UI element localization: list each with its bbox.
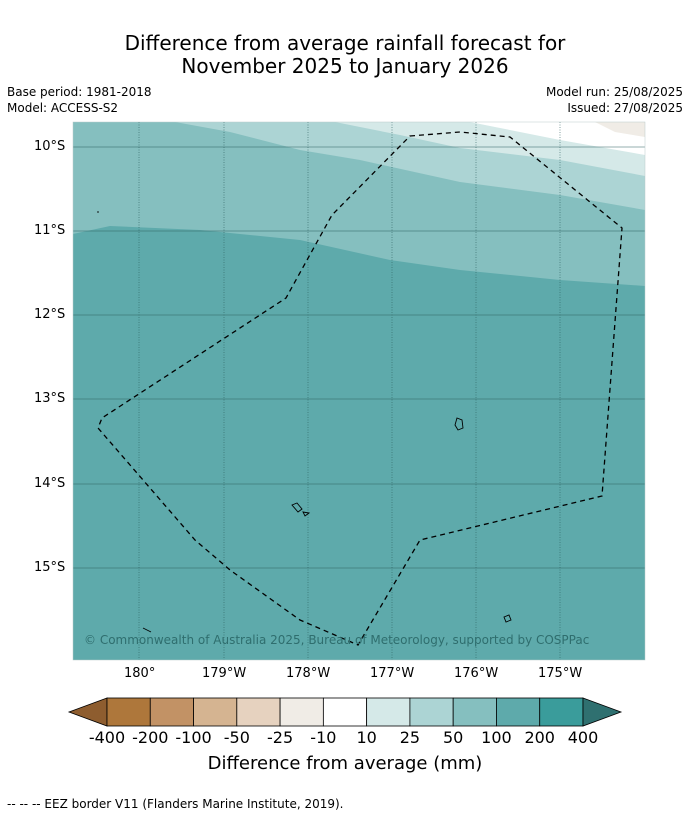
colorbar-segment xyxy=(236,697,281,727)
islands xyxy=(97,211,512,633)
latitude-gridlines xyxy=(73,146,645,569)
colorbar-segment xyxy=(496,697,541,727)
colorbar-segment xyxy=(279,697,324,727)
lat-label-12s: 12°S xyxy=(34,307,66,322)
colorbar-tick-label: -200 xyxy=(132,728,169,747)
lat-label-15s: 15°S xyxy=(34,560,66,575)
model-name: Model: ACCESS-S2 xyxy=(7,101,119,115)
lon-label-177w: 177°W xyxy=(370,666,415,681)
lon-label-175w: 175°W xyxy=(538,666,583,681)
colorbar-tick-label: 50 xyxy=(442,728,464,747)
colorbar-segment xyxy=(149,697,194,727)
island-c xyxy=(302,511,311,517)
colorbar-segment xyxy=(193,697,238,727)
colorbar-tick-label: 400 xyxy=(567,728,599,747)
island-d xyxy=(503,614,512,623)
colorbar-segment xyxy=(539,697,584,727)
colorbar-title: Difference from average (mm) xyxy=(207,753,483,774)
band-neg-10-25 xyxy=(595,122,645,137)
colorbar-segment xyxy=(322,697,368,727)
colorbar xyxy=(67,697,623,727)
lon-label-179w: 179°W xyxy=(202,666,247,681)
lat-label-14s: 14°S xyxy=(34,476,66,491)
colorbar-segment xyxy=(106,697,151,727)
eez-border xyxy=(97,131,623,646)
island-b xyxy=(291,502,303,513)
map-title-line1: Difference from average rainfall forecas… xyxy=(124,31,566,55)
colorbar-tick-label: 25 xyxy=(399,728,421,747)
rainfall-field xyxy=(73,122,645,660)
colorbar-tick-label: 100 xyxy=(481,728,512,747)
colorbar-tick-label: -400 xyxy=(88,728,126,747)
map-title-line2: November 2025 to January 2026 xyxy=(181,54,509,78)
lat-label-13s: 13°S xyxy=(34,391,66,406)
colorbar-under-arrow xyxy=(67,697,108,727)
colorbar-tick-label: 200 xyxy=(524,728,555,747)
colorbar-segments xyxy=(106,697,584,727)
colorbar-tick-label: -25 xyxy=(267,728,294,747)
lon-label-176w: 176°W xyxy=(454,666,499,681)
copyright-note: © Commonwealth of Australia 2025, Bureau… xyxy=(84,633,590,647)
colorbar-segment xyxy=(366,697,411,727)
island-e xyxy=(142,627,152,633)
colorbar-tick-label: -10 xyxy=(310,728,337,747)
colorbar-tick-label: -50 xyxy=(223,728,250,747)
lat-label-10s: 10°S xyxy=(34,139,66,154)
eez-footnote: -- -- -- EEZ border V11 (Flanders Marine… xyxy=(7,797,344,811)
colorbar-segment xyxy=(409,697,454,727)
lon-label-180: 180° xyxy=(124,666,156,681)
map-frame xyxy=(72,121,646,661)
colorbar-over-arrow xyxy=(582,697,623,727)
lon-label-178w: 178°W xyxy=(286,666,331,681)
lat-label-11s: 11°S xyxy=(34,223,66,238)
issued-date: Issued: 27/08/2025 xyxy=(567,101,683,115)
base-period: Base period: 1981-2018 xyxy=(7,85,152,99)
colorbar-tick-label: 10 xyxy=(356,728,377,747)
colorbar-segment xyxy=(452,697,497,727)
island-a xyxy=(454,417,464,431)
longitude-gridlines xyxy=(138,122,561,660)
model-run: Model run: 25/08/2025 xyxy=(545,85,683,99)
colorbar-tick-label: -100 xyxy=(175,728,212,747)
